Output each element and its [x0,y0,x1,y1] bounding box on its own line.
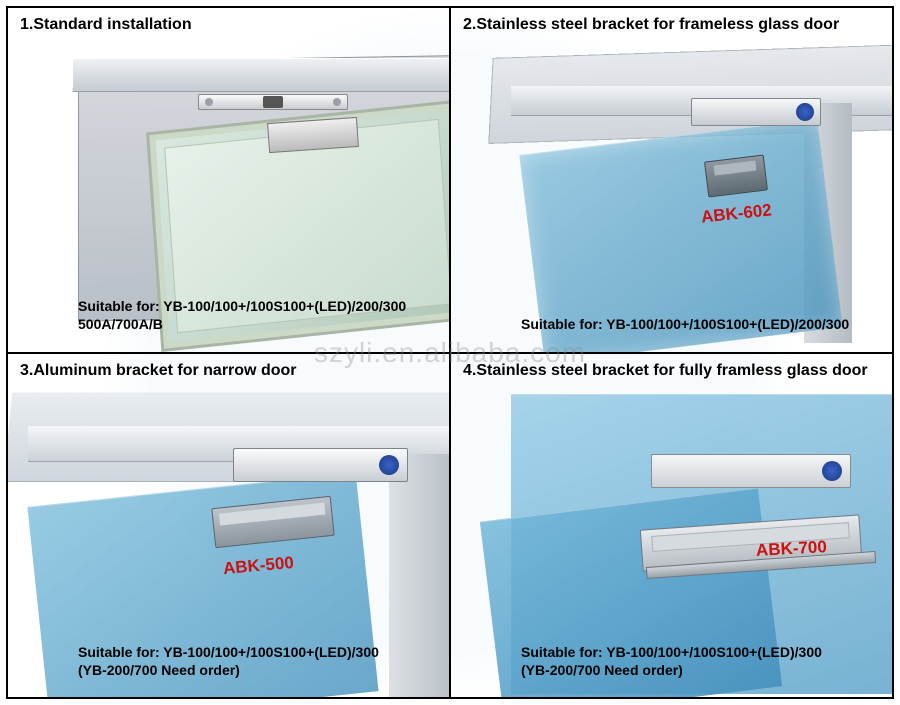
caption-line2: (YB-200/700 Need order) [78,661,429,679]
caption-line1: Suitable for: YB-100/100+/100S100+(LED)/… [521,316,849,332]
bolt-hole [263,96,283,108]
bracket-label: ABK-700 [756,537,828,561]
panel-fully-frameless: 4.Stainless steel bracket for fully fram… [450,353,893,699]
panel-title: 4.Stainless steel bracket for fully fram… [451,354,892,384]
panel-caption: Suitable for: YB-100/100+/100S100+(LED)/… [78,643,429,679]
lock-body [691,98,821,126]
caption-line2: (YB-200/700 Need order) [521,661,872,679]
panel-caption: Suitable for: YB-100/100+/100S100+(LED)/… [521,315,872,333]
bracket-abk602 [704,154,768,197]
panel-title: 3.Aluminum bracket for narrow door [8,354,449,384]
panel-scene: ABK-602 [451,8,892,352]
caption-line2: 500A/700A/B [78,315,429,333]
panel-title: 2.Stainless steel bracket for frameless … [451,8,892,38]
lock-body [267,117,359,153]
caption-line1: Suitable for: YB-100/100+/100S100+(LED)/… [521,644,822,660]
panel-standard-installation: 1.Standard installation Suitable for: YB… [7,7,450,353]
caption-line1: Suitable for: YB-100/100+/100S100+(LED)/… [78,644,379,660]
lock-body [233,448,408,482]
caption-line1: Suitable for: YB-100/100+/100S100+(LED)/… [78,298,406,314]
panel-frameless-glass: 2.Stainless steel bracket for frameless … [450,7,893,353]
panel-narrow-door: 3.Aluminum bracket for narrow door ABK-5… [7,353,450,699]
panel-caption: Suitable for: YB-100/100+/100S100+(LED)/… [521,643,872,679]
top-bracket [651,454,851,488]
diagram-grid: 1.Standard installation Suitable for: YB… [6,6,894,699]
frame-header [73,58,450,92]
panel-title: 1.Standard installation [8,8,449,38]
panel-caption: Suitable for: YB-100/100+/100S100+(LED)/… [78,297,429,333]
